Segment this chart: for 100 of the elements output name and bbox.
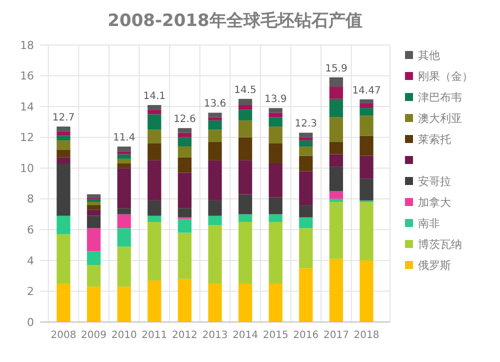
bar xyxy=(117,228,131,247)
bar xyxy=(268,284,282,322)
bar xyxy=(299,217,313,228)
bar xyxy=(56,150,70,158)
bar xyxy=(360,136,374,156)
y-tick-label: 18 xyxy=(20,38,34,52)
total-label: 14.47 xyxy=(352,85,381,96)
bar xyxy=(238,120,252,138)
x-tick-label: 2012 xyxy=(172,330,198,341)
bar xyxy=(299,140,313,147)
x-tick-label: 2010 xyxy=(111,330,137,341)
bar xyxy=(178,232,192,279)
bar xyxy=(299,132,313,138)
bar xyxy=(117,151,131,154)
bar xyxy=(178,218,192,233)
bar xyxy=(268,143,282,164)
bar xyxy=(238,110,252,120)
total-label: 12.3 xyxy=(294,118,318,130)
bar xyxy=(208,120,222,130)
bar xyxy=(238,214,252,222)
chart-title: 2008-2018年全球毛坯钻石产值 xyxy=(108,11,362,31)
bar xyxy=(329,166,344,192)
y-tick-label: 2 xyxy=(27,285,34,298)
bar xyxy=(360,260,374,322)
legend-label: 澳大利亚 xyxy=(418,112,462,125)
bar xyxy=(148,160,162,200)
bar xyxy=(360,108,374,116)
y-tick-label: 12 xyxy=(20,131,34,144)
bar xyxy=(238,98,252,106)
bar xyxy=(299,268,313,322)
total-label: 15.9 xyxy=(325,63,348,74)
bar xyxy=(86,210,101,216)
bar xyxy=(148,280,162,322)
legend-label: 津巴布韦 xyxy=(418,90,462,104)
bar xyxy=(208,225,222,284)
bar xyxy=(86,265,101,287)
bar xyxy=(56,136,70,140)
bar xyxy=(208,200,222,216)
bar xyxy=(56,131,70,136)
bar xyxy=(117,146,131,152)
legend-label: 其他 xyxy=(418,48,440,62)
x-tick-label: 2015 xyxy=(262,330,288,341)
bar xyxy=(178,172,192,208)
bar xyxy=(268,222,282,284)
bar xyxy=(178,157,192,173)
bar xyxy=(238,160,252,194)
bar xyxy=(238,194,252,214)
bar xyxy=(329,154,344,167)
bar xyxy=(148,143,162,160)
bar xyxy=(117,163,131,168)
bar xyxy=(299,137,313,140)
bar xyxy=(329,191,344,199)
bar xyxy=(148,216,162,222)
total-label: 11.4 xyxy=(112,132,136,144)
bar xyxy=(117,214,131,228)
bar xyxy=(86,205,101,210)
total-label: 12.7 xyxy=(52,112,75,124)
bar xyxy=(238,222,252,284)
bar xyxy=(56,216,70,234)
bar xyxy=(56,163,70,216)
total-label: 13.6 xyxy=(204,98,226,110)
bar xyxy=(360,99,374,104)
x-tick-label: 2009 xyxy=(81,330,107,341)
bar xyxy=(56,140,70,150)
bar xyxy=(178,128,192,133)
bar xyxy=(178,132,192,138)
bar xyxy=(148,110,162,114)
bar xyxy=(299,171,313,206)
bar xyxy=(56,284,70,322)
bar xyxy=(268,197,282,214)
bar xyxy=(117,168,131,208)
y-tick-label: 4 xyxy=(27,254,34,268)
bar xyxy=(86,228,101,252)
bar xyxy=(56,126,70,132)
total-label: 14.5 xyxy=(234,84,256,96)
x-tick-label: 2014 xyxy=(232,330,258,341)
bar xyxy=(86,198,101,202)
bar xyxy=(299,146,313,156)
bar xyxy=(208,284,222,322)
y-tick-label: 0 xyxy=(27,316,34,329)
bar xyxy=(268,108,282,113)
bar xyxy=(148,222,162,280)
total-label: 12.6 xyxy=(174,114,196,126)
bar xyxy=(117,286,131,322)
y-tick-label: 10 xyxy=(20,162,34,175)
bar xyxy=(86,202,101,206)
bar xyxy=(268,112,282,118)
x-tick-label: 2011 xyxy=(142,330,168,341)
bar xyxy=(268,126,282,144)
x-tick-label: 2016 xyxy=(293,330,319,341)
legend-label: 南非 xyxy=(418,216,440,230)
y-tick-label: 8 xyxy=(27,192,34,206)
x-tick-label: 2018 xyxy=(354,330,380,341)
legend-label: 安哥拉 xyxy=(418,174,451,188)
bar xyxy=(238,105,252,110)
bar xyxy=(86,251,101,266)
bar xyxy=(299,156,313,172)
legend-label: 博茨瓦纳 xyxy=(418,238,462,251)
x-tick-label: 2008 xyxy=(50,330,76,341)
bar xyxy=(360,202,374,260)
